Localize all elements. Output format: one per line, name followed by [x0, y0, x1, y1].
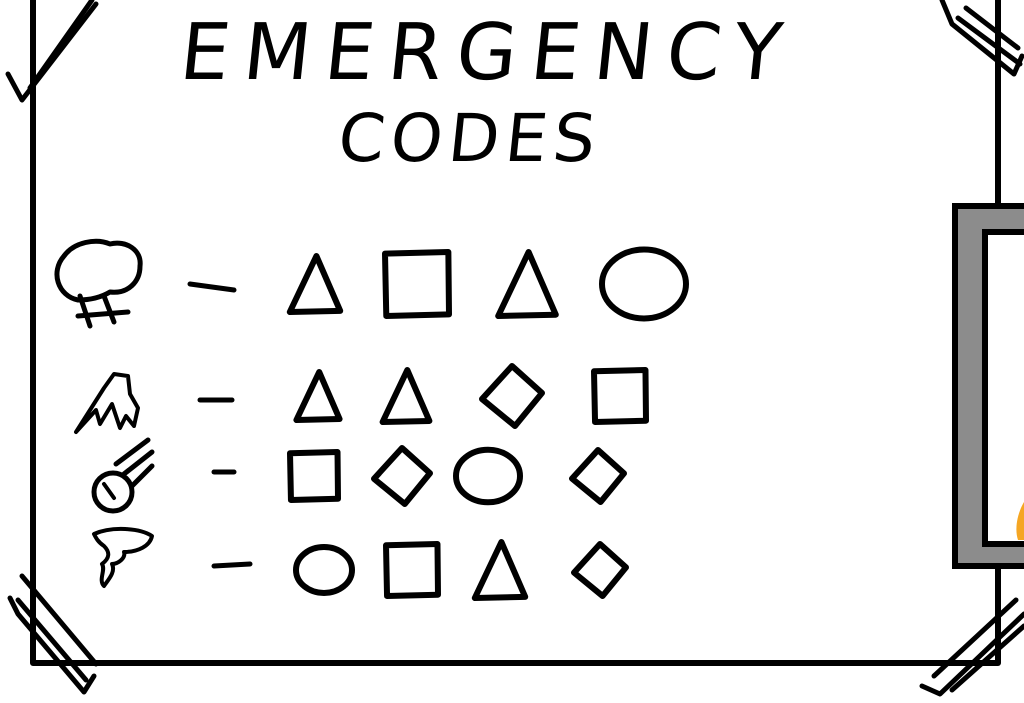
- side-window: [952, 203, 1024, 569]
- code-row-2-diamond-3: [479, 363, 545, 429]
- explosion-icon: [54, 238, 143, 329]
- tape-bottom-left: [7, 573, 99, 695]
- meteor-icon: [91, 437, 155, 514]
- title-emergency: Emergency: [175, 8, 801, 98]
- code-row-1-circle-4: [599, 246, 689, 322]
- code-row-4-diamond-4: [571, 541, 629, 599]
- code-row-1-triangle-1: [286, 253, 344, 315]
- separator-dash-row-4: [211, 561, 253, 569]
- code-row-3-diamond-4: [569, 447, 627, 505]
- code-row-1-square-2: [382, 249, 452, 319]
- tape-top-left: [5, 0, 99, 103]
- code-row-2-triangle-1: [293, 369, 343, 423]
- separator-dash-row-1: [187, 281, 237, 293]
- code-row-4-triangle-3: [471, 539, 529, 601]
- code-row-4-circle-1: [293, 544, 355, 596]
- code-row-3-circle-3: [453, 446, 523, 506]
- code-symbols: [286, 246, 689, 601]
- code-row-2-triangle-2: [379, 367, 433, 425]
- code-row-2-square-4: [591, 367, 649, 425]
- code-row-3-diamond-2: [371, 445, 433, 507]
- title-codes: Codes: [334, 100, 606, 177]
- code-row-3-square-1: [287, 449, 341, 503]
- tape-top-right: [939, 0, 1024, 77]
- tape-bottom-right: [919, 597, 1024, 697]
- code-row-4-square-2: [383, 541, 441, 599]
- tornado-icon: [92, 527, 154, 588]
- fire-icon: [74, 372, 140, 434]
- code-row-1-triangle-3: [495, 249, 559, 319]
